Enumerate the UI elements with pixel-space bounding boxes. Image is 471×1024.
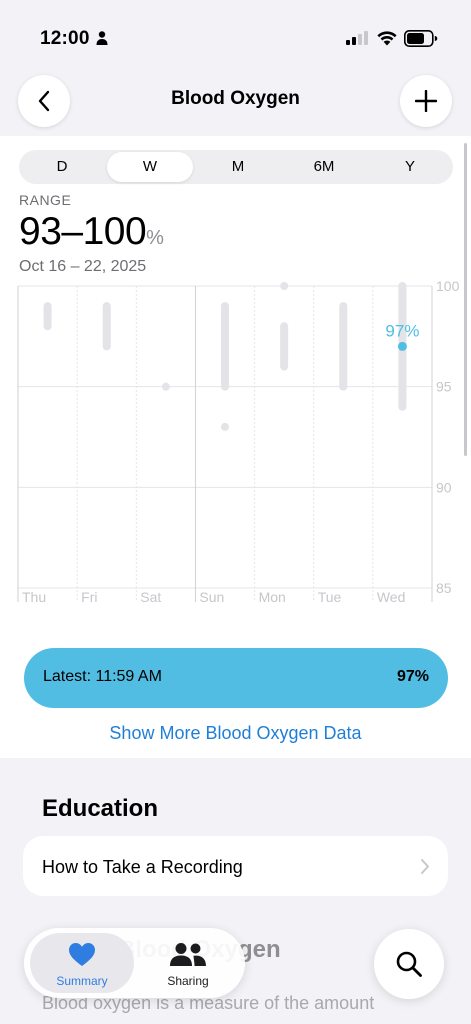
scroll-indicator xyxy=(464,143,467,456)
x-tick-label: Mon xyxy=(259,589,286,605)
people-icon xyxy=(170,943,206,966)
page-title: Blood Oxygen xyxy=(171,88,300,109)
tab-sharing-label: Sharing xyxy=(167,974,209,988)
range-number: 93–100 xyxy=(19,210,147,253)
wifi-icon xyxy=(377,31,397,46)
x-tick-label: Sun xyxy=(199,589,224,605)
x-tick-label: Wed xyxy=(377,589,406,605)
range-value: 93–100% xyxy=(19,210,164,254)
tab-bar: Summary Sharing xyxy=(24,928,245,998)
segment-six-months[interactable]: 6M xyxy=(313,158,335,175)
how-to-record-row[interactable]: How to Take a Recording xyxy=(23,836,448,896)
search-icon xyxy=(396,951,422,977)
x-tick-label: Tue xyxy=(318,589,342,605)
range-bar xyxy=(280,282,289,290)
chevron-right-icon xyxy=(421,859,429,874)
range-bar xyxy=(221,422,229,431)
battery-icon xyxy=(404,30,438,47)
highlight-label: 97% xyxy=(385,321,419,340)
segment-year[interactable]: Y xyxy=(404,158,415,175)
status-bar: 12:00 xyxy=(0,0,471,70)
segment-day[interactable]: D xyxy=(56,158,68,175)
x-tick-label: Sat xyxy=(140,589,161,605)
y-tick-label: 90 xyxy=(436,479,452,495)
latest-value: 97% xyxy=(396,668,429,685)
tab-summary[interactable]: Summary xyxy=(30,933,134,993)
y-tick-label: 95 xyxy=(436,379,452,395)
chart-card: D W M 6M Y RANGE 93–100% Oct 16 – 22, 20… xyxy=(0,136,471,758)
education-heading: Education xyxy=(42,795,159,822)
range-unit: % xyxy=(146,227,164,249)
date-range: Oct 16 – 22, 2025 xyxy=(19,258,147,275)
blood-oxygen-chart[interactable]: 100 95 90 85 Thu Fri Sat Sun Mon Tue Wed 97% xyxy=(0,276,471,766)
latest-label: Latest: 11:59 AM xyxy=(43,668,162,685)
person-icon xyxy=(96,31,108,45)
x-tick-label: Fri xyxy=(81,589,97,605)
time-range-segmented-control: D W M 6M Y xyxy=(19,150,453,184)
highlight-point xyxy=(397,341,407,351)
segment-month[interactable]: M xyxy=(231,158,245,175)
x-tick-label: Thu xyxy=(22,589,46,605)
search-button[interactable] xyxy=(374,929,444,999)
plus-icon xyxy=(415,90,437,112)
segment-week[interactable]: W xyxy=(107,152,193,182)
y-tick-label: 100 xyxy=(436,278,460,294)
range-bar xyxy=(339,302,348,391)
back-button[interactable] xyxy=(18,75,70,127)
add-data-button[interactable] xyxy=(400,75,452,127)
range-bar xyxy=(102,302,111,351)
y-tick-label: 85 xyxy=(436,580,452,596)
chevron-left-icon xyxy=(38,90,50,112)
status-time: 12:00 xyxy=(40,28,90,49)
tab-summary-label: Summary xyxy=(56,974,108,988)
tab-sharing[interactable]: Sharing xyxy=(136,933,240,993)
range-bar xyxy=(161,382,170,391)
about-body: Blood oxygen is a measure of the amount xyxy=(42,993,375,1013)
latest-reading-pill[interactable]: Latest: 11:59 AM 97% xyxy=(24,648,448,708)
heart-icon xyxy=(69,943,95,966)
signal-icon xyxy=(346,31,368,45)
range-bar xyxy=(221,302,229,391)
nav-bar: Blood Oxygen xyxy=(0,70,471,136)
how-to-record-label: How to Take a Recording xyxy=(42,857,243,877)
range-label: RANGE xyxy=(19,192,72,208)
range-bar xyxy=(280,322,289,371)
range-bar xyxy=(43,302,52,331)
show-more-data-link[interactable]: Show More Blood Oxygen Data xyxy=(109,723,362,743)
